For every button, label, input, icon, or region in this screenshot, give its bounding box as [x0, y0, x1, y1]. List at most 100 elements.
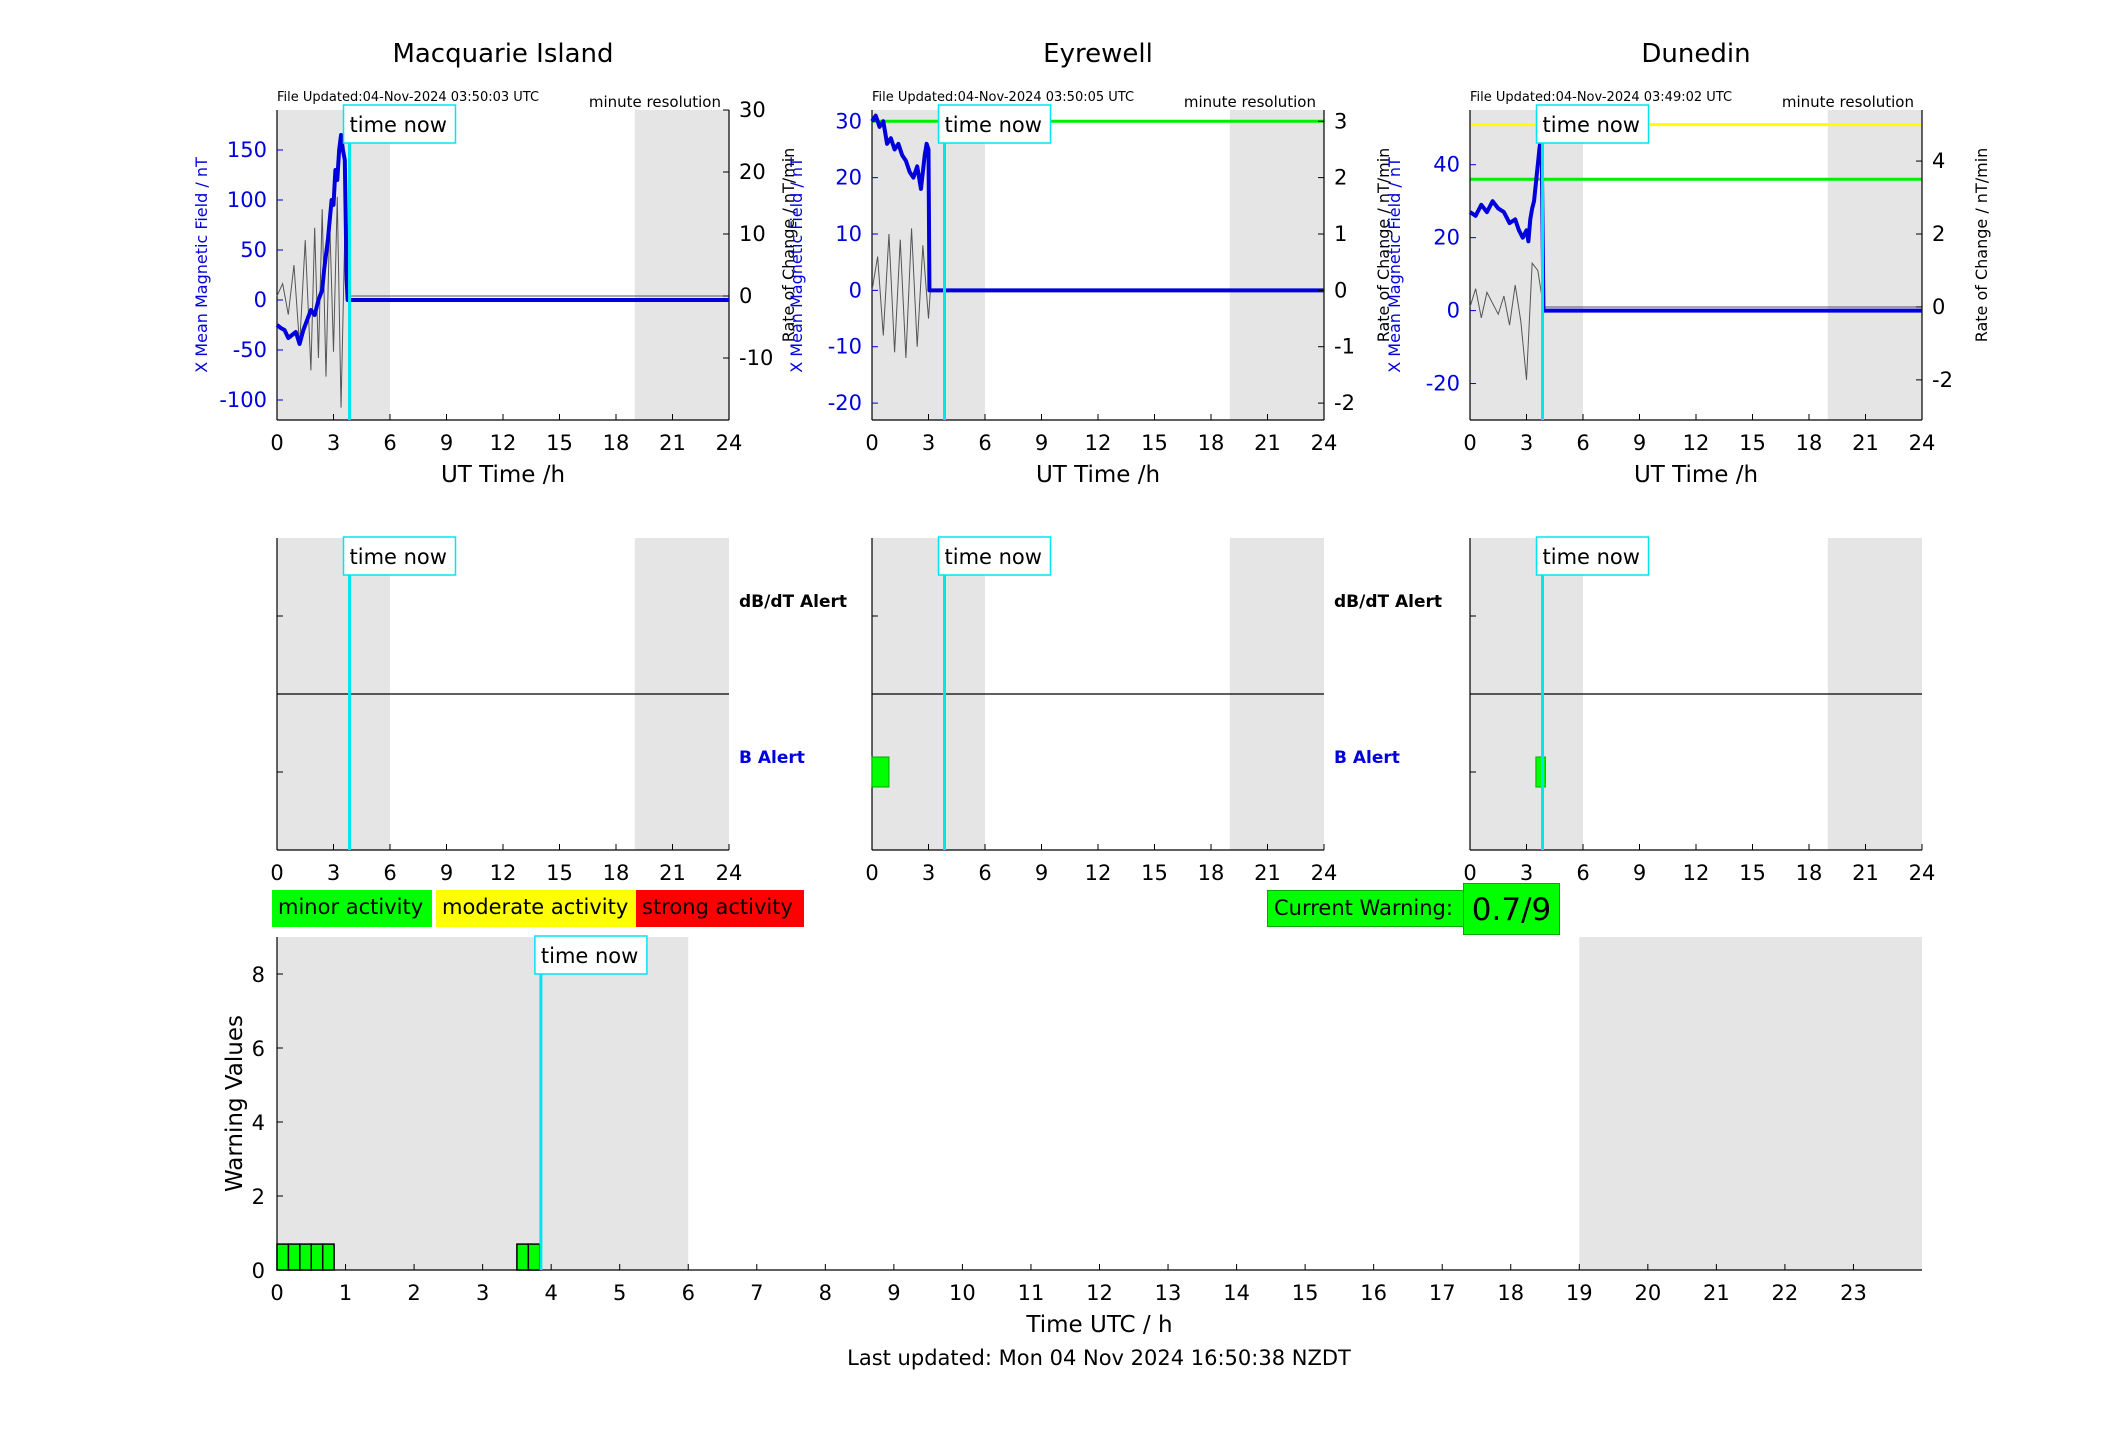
y-tick-label: 20 — [835, 166, 862, 190]
x-tick-label: 7 — [750, 1281, 763, 1305]
last-updated-footer: Last updated: Mon 04 Nov 2024 16:50:38 N… — [847, 1346, 1351, 1370]
legend-minor-activity: minor activity — [272, 890, 432, 927]
x-tick-label: 0 — [270, 1281, 283, 1305]
x-tick-label: 24 — [1909, 431, 1936, 455]
x-tick-label: 18 — [1796, 431, 1823, 455]
x-tick-label: 6 — [978, 861, 991, 885]
b-alert-bar — [1535, 756, 1546, 788]
x-tick-label: 15 — [1292, 1281, 1319, 1305]
x-tick-label: 18 — [1497, 1281, 1524, 1305]
resolution-text: minute resolution — [1782, 93, 1914, 111]
x-tick-label: 12 — [1683, 861, 1710, 885]
x-tick-label: 9 — [440, 431, 453, 455]
x-tick-label: 18 — [1198, 431, 1225, 455]
x-axis-label: UT Time /h — [1036, 462, 1160, 488]
x-tick-label: 9 — [887, 1281, 900, 1305]
x-tick-label: 9 — [1035, 431, 1048, 455]
time-now-box — [937, 104, 1052, 144]
x-tick-label: 21 — [1852, 431, 1879, 455]
dbdt-alert-label: dB/dT Alert — [739, 592, 847, 612]
warning-bar — [527, 1243, 541, 1271]
time-now-box — [937, 536, 1052, 576]
magnetic-field-series — [870, 113, 1324, 293]
x-tick-label: 3 — [922, 431, 935, 455]
x-tick-label: 18 — [603, 431, 630, 455]
x-tick-label: 19 — [1566, 1281, 1593, 1305]
time-now-label: time now — [1543, 113, 1640, 137]
x-tick-label: 15 — [1141, 861, 1168, 885]
y-tick-label: 50 — [240, 238, 267, 262]
time-now-box — [342, 104, 457, 144]
file-updated-text: File Updated:04-Nov-2024 03:50:05 UTC — [872, 90, 1134, 105]
warning-bar — [299, 1243, 313, 1271]
y2-axis-label: Rate of Change / nT/min — [1972, 148, 1991, 343]
x-tick-label: 6 — [383, 861, 396, 885]
x-tick-label: 24 — [1311, 861, 1338, 885]
y-tick-label: 8 — [252, 963, 265, 987]
x-tick-label: 6 — [682, 1281, 695, 1305]
y-axis-label: X Mean Magnetic Field / nT — [1385, 157, 1404, 373]
shaded-band — [277, 110, 390, 420]
x-tick-label: 1 — [339, 1281, 352, 1305]
y2-tick-label: 0 — [739, 284, 752, 308]
x-tick-label: 9 — [440, 861, 453, 885]
y-tick-label: 2 — [252, 1185, 265, 1209]
x-tick-label: 12 — [1085, 431, 1112, 455]
x-tick-label: 3 — [1520, 861, 1533, 885]
resolution-text: minute resolution — [1184, 93, 1316, 111]
x-tick-label: 18 — [603, 861, 630, 885]
shaded-band — [277, 937, 689, 1270]
shaded-band — [1229, 110, 1324, 420]
y2-tick-label: 2 — [1932, 222, 1945, 246]
x-axis-label: Time UTC / h — [1025, 1312, 1172, 1338]
x-tick-label: 2 — [407, 1281, 420, 1305]
y-tick-label: -100 — [219, 388, 267, 412]
magnetic-field-series — [275, 133, 729, 346]
warning-bar — [516, 1243, 530, 1271]
y-tick-label: 4 — [252, 1111, 265, 1135]
y-tick-label: 0 — [849, 278, 862, 302]
time-now-label: time now — [350, 545, 447, 569]
y2-axis-label: Rate of Change / nT/min — [1374, 148, 1393, 343]
rate-of-change-series — [1469, 261, 1922, 380]
current-warning-label: Current Warning: — [1267, 890, 1464, 927]
x-tick-label: 17 — [1429, 1281, 1456, 1305]
x-tick-label: 6 — [978, 431, 991, 455]
y2-tick-label: 30 — [739, 98, 766, 122]
time-now-box — [1535, 536, 1650, 576]
x-tick-label: 0 — [270, 431, 283, 455]
warning-bar — [287, 1243, 301, 1271]
time-now-label: time now — [541, 944, 638, 968]
shaded-band — [1827, 110, 1922, 420]
current-warning-value: 0.7/9 — [1463, 883, 1560, 935]
x-tick-label: 6 — [1576, 431, 1589, 455]
x-tick-label: 18 — [1198, 861, 1225, 885]
rate-of-change-series — [871, 228, 1324, 359]
y-tick-label: 30 — [835, 109, 862, 133]
dbdt-alert-label: dB/dT Alert — [1334, 592, 1442, 612]
x-tick-label: 10 — [949, 1281, 976, 1305]
time-now-box — [1535, 104, 1650, 144]
x-tick-label: 21 — [659, 861, 686, 885]
x-tick-label: 9 — [1035, 861, 1048, 885]
b-alert-label: B Alert — [739, 748, 805, 768]
file-updated-text: File Updated:04-Nov-2024 03:50:03 UTC — [277, 90, 539, 105]
x-tick-label: 20 — [1634, 1281, 1661, 1305]
x-tick-label: 0 — [865, 431, 878, 455]
y-axis-label: X Mean Magnetic Field / nT — [787, 157, 806, 373]
station-title: Eyrewell — [1043, 39, 1153, 69]
station-title: Dunedin — [1641, 39, 1750, 69]
y-axis-label: X Mean Magnetic Field / nT — [192, 157, 211, 373]
y2-tick-label: 4 — [1932, 149, 1945, 173]
y-tick-label: 0 — [252, 1259, 265, 1283]
x-tick-label: 11 — [1018, 1281, 1045, 1305]
x-tick-label: 3 — [476, 1281, 489, 1305]
legend-moderate-activity: moderate activity — [436, 890, 636, 927]
x-tick-label: 0 — [865, 861, 878, 885]
y-tick-label: -50 — [233, 338, 267, 362]
y-axis-label: Warning Values — [222, 1015, 248, 1192]
warning-bar — [310, 1243, 324, 1271]
x-tick-label: 12 — [490, 431, 517, 455]
